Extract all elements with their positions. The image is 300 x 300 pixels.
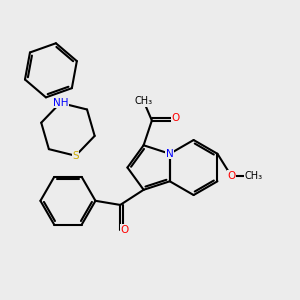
Text: S: S bbox=[72, 151, 79, 161]
Text: CH₃: CH₃ bbox=[135, 96, 153, 106]
Text: CH₃: CH₃ bbox=[244, 171, 262, 181]
Text: O: O bbox=[227, 171, 235, 181]
Text: N: N bbox=[166, 149, 174, 159]
Text: O: O bbox=[120, 225, 128, 235]
Text: NH: NH bbox=[52, 98, 68, 108]
Text: O: O bbox=[171, 113, 179, 123]
